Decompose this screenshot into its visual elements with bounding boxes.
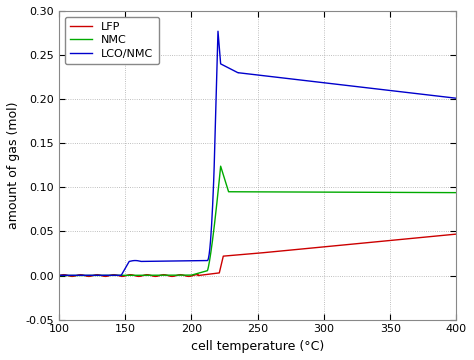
NMC [454,190,459,195]
LFP [226,253,232,258]
X-axis label: cell temperature (°C): cell temperature (°C) [191,340,324,353]
NMC [222,179,228,183]
Line: NMC: NMC [59,166,456,275]
LCO/NMC [56,273,62,278]
Line: LCO/NMC: LCO/NMC [59,31,456,275]
NMC [343,190,349,194]
LCO/NMC [209,217,215,221]
LFP [56,274,62,278]
LCO/NMC [339,83,345,87]
NMC [208,253,213,257]
Line: LFP: LFP [59,234,456,276]
LFP [83,274,89,278]
NMC [114,273,119,278]
NMC [56,273,62,278]
LFP [57,273,63,278]
LCO/NMC [212,141,218,145]
NMC [218,164,223,168]
Y-axis label: amount of gas (mol): amount of gas (mol) [7,102,20,229]
LCO/NMC [118,273,124,278]
Legend: LFP, NMC, LCO/NMC: LFP, NMC, LCO/NMC [64,17,159,64]
LFP [454,232,459,236]
NMC [216,181,222,185]
LCO/NMC [347,84,353,88]
LCO/NMC [215,35,221,39]
LFP [86,274,91,279]
NMC [348,190,354,194]
LFP [334,243,339,248]
LCO/NMC [454,96,459,100]
LFP [250,252,256,256]
LCO/NMC [215,29,221,33]
LFP [127,273,133,277]
